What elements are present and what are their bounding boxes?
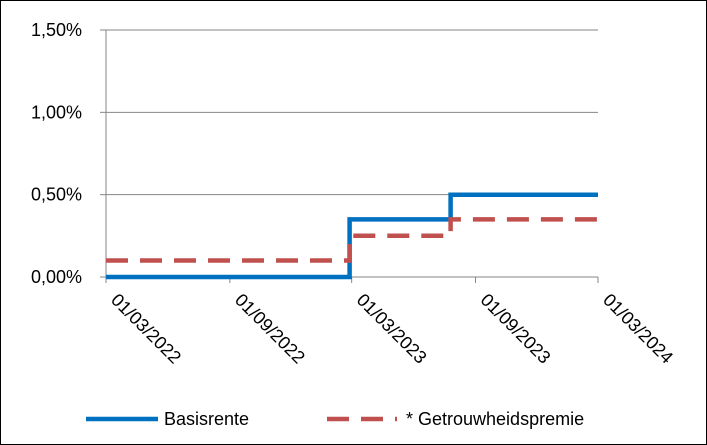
y-tick-label: 0,50% — [31, 185, 82, 205]
legend-label: Basisrente — [164, 409, 249, 429]
series-group — [106, 192, 598, 280]
legend-label: * Getrouwheidspremie — [406, 409, 584, 429]
y-tick-label: 0,00% — [31, 267, 82, 287]
y-tick-label: 1,50% — [31, 20, 82, 40]
series-line — [106, 217, 598, 263]
y-axis-ticks: 0,00% 0,50% 1,00% 1,50% — [31, 20, 106, 287]
legend: Basisrente * Getrouwheidspremie — [86, 409, 584, 429]
series-line — [106, 192, 598, 280]
y-tick-label: 1,00% — [31, 102, 82, 122]
